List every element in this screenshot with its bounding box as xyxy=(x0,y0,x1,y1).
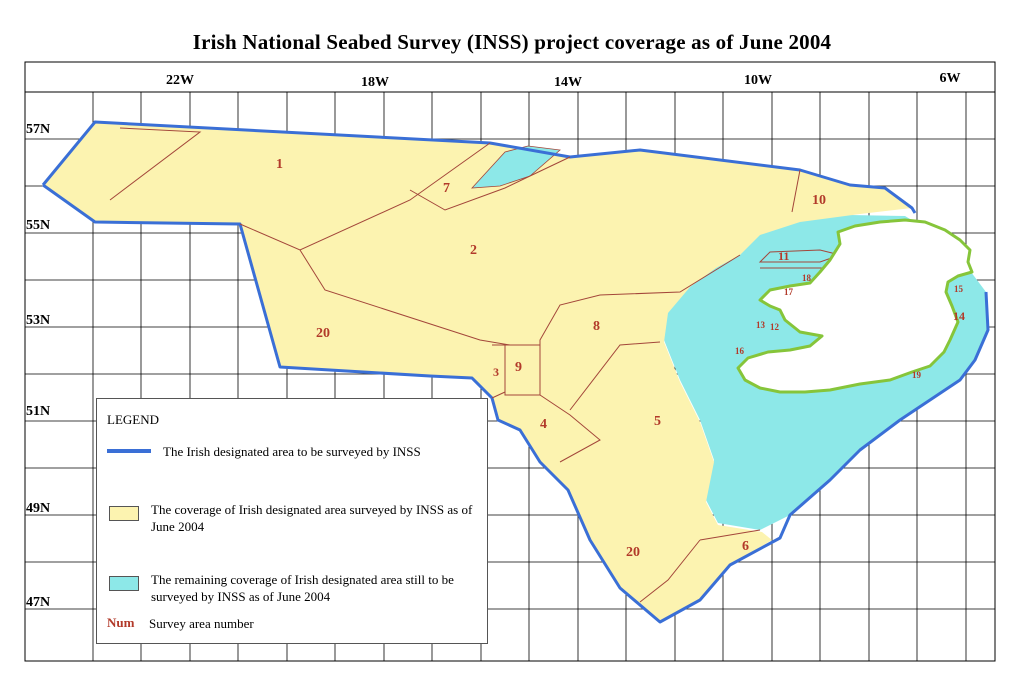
lon-label-10w: 10W xyxy=(744,73,772,88)
area-number: 16 xyxy=(735,346,745,356)
boundary-line-swatch xyxy=(107,449,151,453)
inss-designated-boundary xyxy=(41,120,990,624)
legend-num-key: Num xyxy=(107,615,135,630)
area-number: 3 xyxy=(493,365,499,379)
lon-label-18w: 18W xyxy=(361,75,389,90)
legend-remaining-label: The remaining coverage of Irish designat… xyxy=(151,572,454,604)
area-number: 4 xyxy=(540,417,547,432)
area-number: 13 xyxy=(756,320,766,330)
legend-boundary-label: The Irish designated area to be surveyed… xyxy=(163,444,421,459)
surveyed-color-swatch xyxy=(109,506,139,521)
lat-label-51n: 51N xyxy=(26,404,50,419)
lon-label-6w: 6W xyxy=(940,71,961,86)
lat-label-55n: 55N xyxy=(26,218,50,233)
area-number: 9 xyxy=(515,360,522,375)
legend-boundary-row: The Irish designated area to be surveyed… xyxy=(107,443,479,460)
area-number: 2 xyxy=(470,243,477,258)
area-number: 20 xyxy=(626,545,640,560)
area-number: 15 xyxy=(954,284,964,294)
map-title: Irish National Seabed Survey (INSS) proj… xyxy=(192,30,832,54)
area-number: 10 xyxy=(812,193,826,208)
area-number: 14 xyxy=(953,309,965,323)
remaining-color-swatch xyxy=(109,576,139,591)
area-number: 11 xyxy=(778,249,789,263)
area-number: 8 xyxy=(593,319,600,334)
map-legend: LEGEND The Irish designated area to be s… xyxy=(96,398,488,644)
area-number: 1 xyxy=(276,157,283,172)
area-number: 6 xyxy=(742,539,749,554)
area-number: 19 xyxy=(912,370,922,380)
lat-label-49n: 49N xyxy=(26,501,50,516)
lat-label-57n: 57N xyxy=(26,122,50,137)
remaining-patch-area-7 xyxy=(471,145,561,189)
area-number: 7 xyxy=(443,181,450,196)
area-number: 18 xyxy=(802,273,812,283)
legend-title: LEGEND xyxy=(107,412,159,427)
lon-label-22w: 22W xyxy=(166,73,194,88)
legend-surveyed-row: The coverage of Irish designated area su… xyxy=(107,501,479,535)
lon-label-14w: 14W xyxy=(554,75,582,90)
legend-num-label: Survey area number xyxy=(149,616,254,631)
survey-area-boundaries xyxy=(109,127,842,603)
legend-surveyed-label: The coverage of Irish designated area su… xyxy=(151,502,473,534)
lat-label-47n: 47N xyxy=(26,595,50,610)
ireland-coastline xyxy=(736,218,974,394)
surveyed-coverage-area xyxy=(43,122,912,622)
area-number: 12 xyxy=(770,322,780,332)
area-number: 20 xyxy=(316,326,330,341)
area-number: 17 xyxy=(784,287,794,297)
legend-remaining-row: The remaining coverage of Irish designat… xyxy=(107,571,479,605)
area-number: 5 xyxy=(654,414,661,429)
lat-label-53n: 53N xyxy=(26,313,50,328)
legend-number-row: Num Survey area number xyxy=(107,615,479,632)
